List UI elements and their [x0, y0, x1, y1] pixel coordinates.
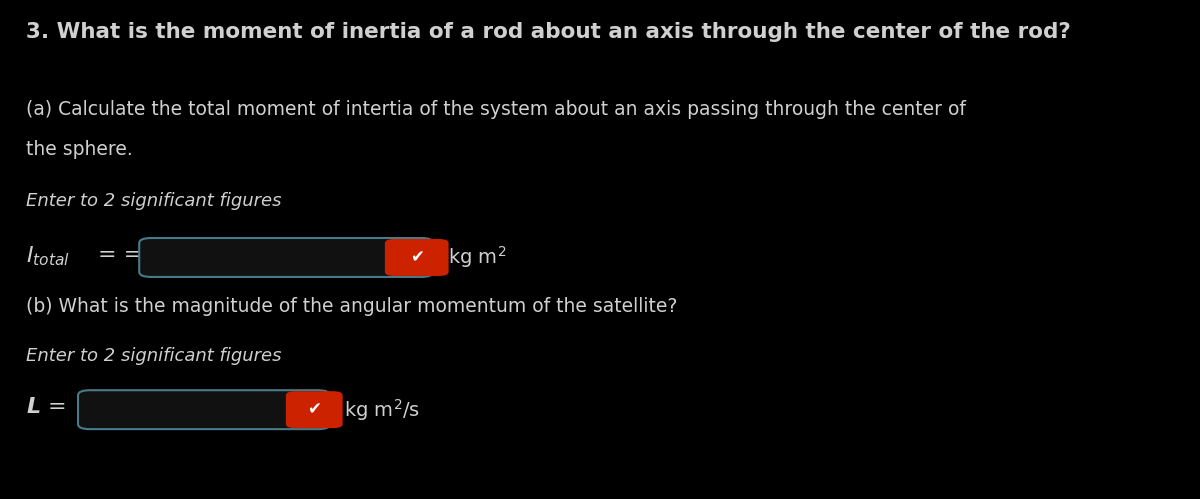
Text: $\boldsymbol{L}$ =: $\boldsymbol{L}$ =: [26, 397, 66, 417]
Text: ✔: ✔: [307, 401, 322, 419]
Text: Enter to 2 significant figures: Enter to 2 significant figures: [26, 192, 282, 210]
Text: (b) What is the magnitude of the angular momentum of the satellite?: (b) What is the magnitude of the angular…: [26, 297, 678, 316]
FancyBboxPatch shape: [385, 239, 449, 276]
Text: kg m$^2$/s: kg m$^2$/s: [344, 397, 420, 423]
Text: (a) Calculate the total moment of intertia of the system about an axis passing t: (a) Calculate the total moment of intert…: [26, 100, 966, 119]
Text: the sphere.: the sphere.: [26, 140, 133, 159]
FancyBboxPatch shape: [139, 238, 433, 277]
Text: 3. What is the moment of inertia of a rod about an axis through the center of th: 3. What is the moment of inertia of a ro…: [26, 22, 1072, 42]
FancyBboxPatch shape: [286, 391, 343, 428]
FancyBboxPatch shape: [78, 390, 330, 429]
Text: = =: = =: [98, 245, 143, 264]
Text: ✔: ✔: [410, 249, 424, 266]
Text: kg m$^2$: kg m$^2$: [448, 245, 506, 270]
Text: $I_{total}$: $I_{total}$: [26, 245, 71, 268]
Text: Enter to 2 significant figures: Enter to 2 significant figures: [26, 347, 282, 365]
